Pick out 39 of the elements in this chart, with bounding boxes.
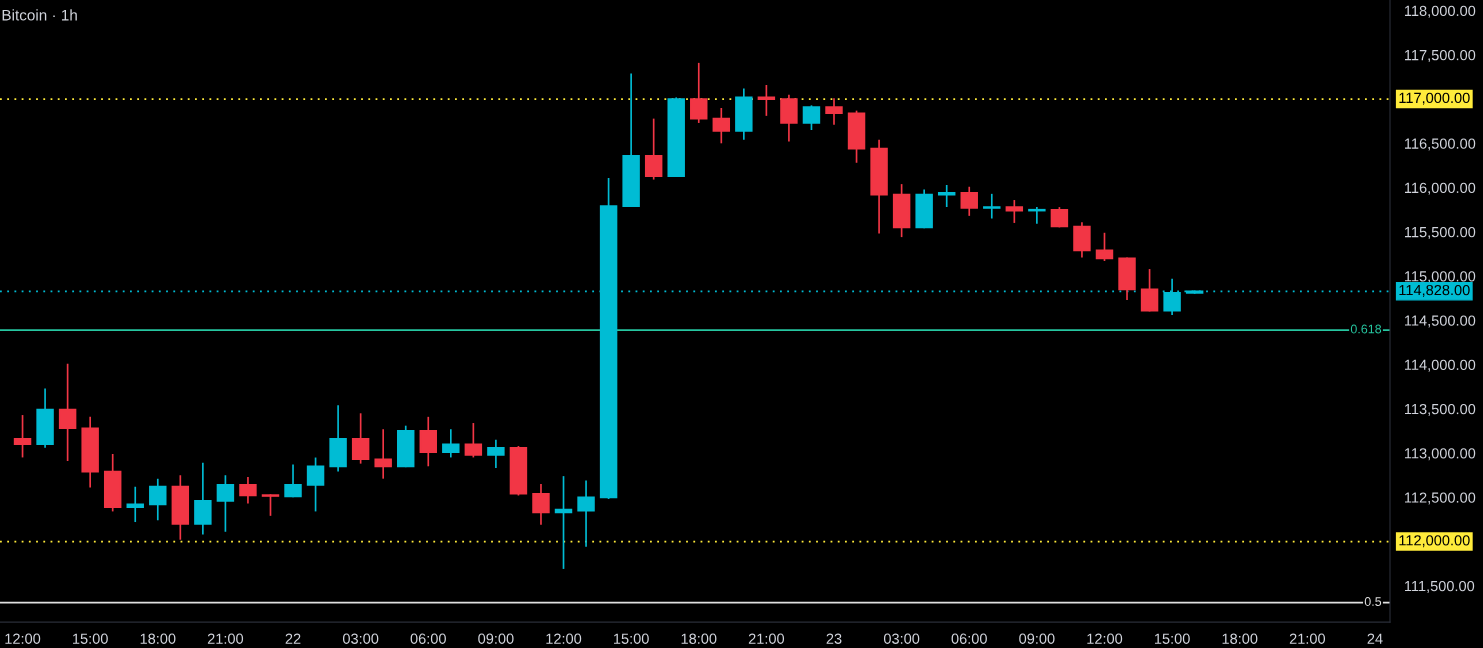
- y-tick-label: 118,000.00: [1405, 5, 1476, 18]
- x-tick-label: 24: [1367, 633, 1383, 644]
- x-tick-label: 09:00: [1019, 633, 1055, 644]
- ref-line-label: 114,828.00: [1399, 284, 1470, 297]
- y-tick-label: 117,500.00: [1405, 49, 1476, 63]
- x-tick-label: 22: [285, 633, 301, 644]
- x-tick-label: 15:00: [73, 633, 108, 644]
- y-tick-label: 113,500.00: [1405, 403, 1476, 416]
- y-tick-label: 115,500.00: [1405, 226, 1476, 239]
- x-tick-label: 12:00: [5, 633, 41, 644]
- x-tick-label: 18:00: [1222, 633, 1258, 644]
- x-tick-label: 21:00: [207, 633, 244, 644]
- x-tick-label: 21:00: [748, 633, 785, 644]
- x-tick-label: 03:00: [342, 633, 379, 644]
- x-tick-label: 03:00: [883, 633, 920, 644]
- ref-line-label: 112,000.00: [1399, 535, 1470, 548]
- x-tick-label: 15:00: [614, 633, 649, 644]
- y-tick-label: 114,000.00: [1405, 359, 1476, 372]
- annotation: 0.618: [1350, 324, 1382, 334]
- x-tick-label: 18:00: [681, 633, 717, 644]
- x-tick-label: 21:00: [1289, 633, 1326, 644]
- y-tick-label: 114,500.00: [1405, 315, 1476, 328]
- annotation: 0.5: [1364, 597, 1382, 606]
- x-tick-label: 12:00: [546, 633, 582, 644]
- x-tick-label: 06:00: [410, 633, 446, 644]
- y-tick-label: 113,000.00: [1405, 448, 1476, 461]
- ref-line-label: 117,000.00: [1399, 92, 1470, 105]
- y-tick-label: 111,500.00: [1405, 580, 1475, 593]
- x-tick-label: 06:00: [951, 633, 987, 644]
- x-tick-label: 18:00: [140, 633, 176, 644]
- x-tick-label: 23: [826, 633, 842, 644]
- y-tick-label: 116,500.00: [1405, 138, 1476, 151]
- y-tick-label: 112,500.00: [1405, 492, 1476, 505]
- x-tick-label: 09:00: [478, 633, 514, 644]
- y-tick-label: 115,000.00: [1405, 271, 1476, 284]
- x-tick-label: 15:00: [1154, 633, 1190, 644]
- chart-title: Bitcoin · 1h: [2, 9, 77, 21]
- y-tick-label: 116,000.00: [1405, 182, 1476, 195]
- x-tick-label: 12:00: [1087, 633, 1123, 644]
